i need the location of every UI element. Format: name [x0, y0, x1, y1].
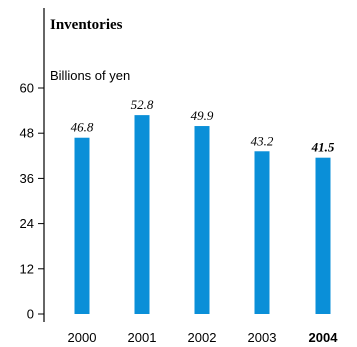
- y-axis-unit-label: Billions of yen: [50, 68, 130, 83]
- value-label-2000: 46.8: [71, 120, 94, 135]
- bar-2003: [254, 151, 270, 314]
- y-axis-ticks: 0 12 24 36 48 60: [20, 81, 44, 322]
- x-tick-label-2000: 2000: [68, 330, 97, 345]
- x-tick-label-2004: 2004: [309, 330, 339, 345]
- bar-2001: [134, 115, 150, 315]
- y-tick-label: 60: [20, 81, 34, 96]
- bars-group: [74, 115, 331, 315]
- y-tick-label: 0: [27, 307, 34, 322]
- chart-title: Inventories: [50, 17, 123, 33]
- y-tick-label: 24: [20, 216, 34, 231]
- x-tick-label-2002: 2002: [188, 330, 217, 345]
- value-label-2003: 43.2: [251, 133, 274, 148]
- y-tick-label: 48: [20, 126, 34, 141]
- bar-2004: [315, 157, 331, 314]
- y-tick-label: 36: [20, 171, 34, 186]
- bar-2000: [74, 137, 90, 314]
- bar-2002: [194, 126, 210, 314]
- x-axis-ticks: 2000 2001 2002 2003 2004: [68, 330, 339, 345]
- x-tick-label-2001: 2001: [128, 330, 157, 345]
- y-tick-label: 12: [20, 261, 34, 276]
- value-label-2001: 52.8: [131, 97, 154, 112]
- x-tick-label-2003: 2003: [248, 330, 277, 345]
- value-labels-group: 46.8 52.8 49.9 43.2 41.5: [71, 97, 335, 155]
- value-label-2004: 41.5: [311, 140, 335, 155]
- value-label-2002: 49.9: [191, 108, 214, 123]
